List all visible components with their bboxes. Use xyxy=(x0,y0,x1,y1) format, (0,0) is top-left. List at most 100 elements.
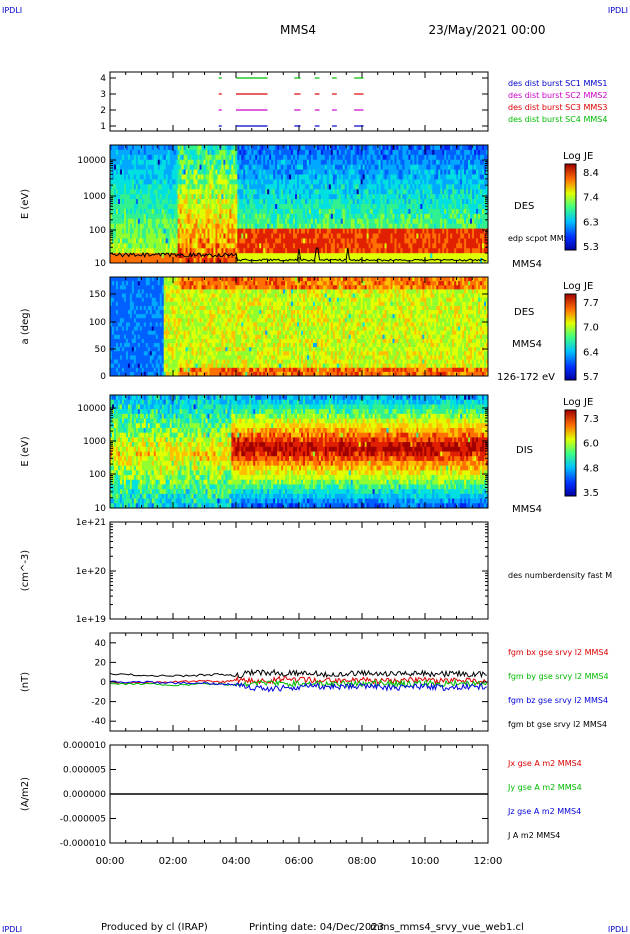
spectrogram-cell xyxy=(143,258,147,264)
spectrogram-cell xyxy=(316,189,320,195)
spectrogram-cell xyxy=(163,238,167,244)
spectrogram-cell xyxy=(265,194,268,200)
spectrogram-cell xyxy=(229,174,232,180)
spectrogram-cell xyxy=(145,204,149,210)
spectrogram-cell xyxy=(171,149,175,156)
spectrogram-cell xyxy=(189,149,192,156)
spectrogram-cell xyxy=(388,174,391,180)
spectrogram-cell xyxy=(289,149,292,156)
spectrogram-cell xyxy=(209,164,212,170)
spectrogram-cell xyxy=(297,145,300,151)
spectrogram-cell xyxy=(384,253,387,259)
spectrogram-cell xyxy=(306,164,310,170)
spectrogram-cell xyxy=(324,258,328,264)
spectrogram-cell xyxy=(147,258,151,264)
spectrogram-cell xyxy=(173,164,177,170)
spectrogram-cell xyxy=(171,213,175,220)
spectrogram-cell xyxy=(364,218,368,225)
spectrogram-cell xyxy=(338,233,342,239)
spectrogram-cell xyxy=(283,223,286,229)
spectrogram-cell xyxy=(314,223,318,229)
spectrogram-cell xyxy=(306,159,310,166)
spectrogram-cell xyxy=(133,179,137,185)
spectrogram-cell xyxy=(127,145,131,151)
spectrogram-cell xyxy=(352,169,356,175)
spectrogram-cell xyxy=(173,204,177,210)
spectrogram-cell xyxy=(223,208,226,215)
spectrogram-cell xyxy=(283,159,286,166)
spectrogram-cell xyxy=(169,204,173,210)
spectrogram-cell xyxy=(350,174,354,180)
spectrogram-cell xyxy=(195,238,198,244)
spectrogram-cell xyxy=(137,179,141,185)
spectrogram-cell xyxy=(287,248,290,254)
spectrogram-cell xyxy=(261,164,264,170)
spectrogram-cell xyxy=(279,154,282,161)
spectrogram-cell xyxy=(312,174,316,180)
spectrogram-cell xyxy=(384,189,387,195)
spectrogram-cell xyxy=(257,184,260,190)
spectrogram-cell xyxy=(191,184,194,190)
spectrogram-cell xyxy=(380,145,383,151)
spectrogram-cell xyxy=(143,248,147,254)
spectrogram-cell xyxy=(153,258,157,264)
spectrogram-cell xyxy=(352,159,356,166)
spectrogram-cell xyxy=(299,218,302,225)
spectrogram-cell xyxy=(277,258,280,264)
spectrogram-cell xyxy=(125,258,129,264)
spectrogram-cell xyxy=(374,189,377,195)
spectrogram-cell xyxy=(306,194,310,200)
spectrogram-cell xyxy=(121,248,125,254)
spectrogram-cell xyxy=(127,199,131,205)
spectrogram-cell xyxy=(324,169,328,175)
spectrogram-cell xyxy=(205,238,208,244)
spectrogram-cell xyxy=(352,243,356,249)
spectrogram-cell xyxy=(378,189,381,195)
spectrogram-cell xyxy=(147,208,151,215)
spectrogram-cell xyxy=(243,213,246,220)
spectrogram-cell xyxy=(223,218,226,225)
spectrogram-cell xyxy=(382,149,385,156)
spectrogram-cell xyxy=(402,154,405,161)
spectrogram-cell xyxy=(229,194,232,200)
spectrogram-cell xyxy=(364,243,368,249)
spectrogram-cell xyxy=(328,213,332,220)
spectrogram-cell xyxy=(177,253,181,259)
spectrogram-cell xyxy=(263,199,266,205)
spectrogram-cell xyxy=(249,189,252,195)
spectrogram-cell xyxy=(297,228,300,234)
spectrogram-cell xyxy=(338,213,342,220)
spectrogram-cell xyxy=(187,204,190,210)
spectrogram-cell xyxy=(211,174,214,180)
spectrogram-cell xyxy=(151,169,155,175)
spectrogram-cell xyxy=(273,194,276,200)
spectrogram-cell xyxy=(119,149,123,156)
spectrogram-cell xyxy=(312,164,316,170)
spectrogram-cell xyxy=(215,174,218,180)
spectrogram-cell xyxy=(173,223,177,229)
spectrogram-cell xyxy=(171,223,175,229)
spectrogram-cell xyxy=(153,159,157,166)
spectrogram-cell xyxy=(362,159,366,166)
spectrogram-cell xyxy=(155,159,159,166)
spectrogram-cell xyxy=(338,169,342,175)
spectrogram-cell xyxy=(277,243,280,249)
spectrogram-cell xyxy=(332,184,336,190)
spectrogram-cell xyxy=(370,218,374,225)
spectrogram-cell xyxy=(119,174,123,180)
spectrogram-cell xyxy=(127,243,131,249)
spectrogram-cell xyxy=(125,248,129,254)
spectrogram-cell xyxy=(376,233,379,239)
spectrogram-cell xyxy=(342,253,346,259)
spectrogram-cell xyxy=(257,213,260,220)
spectrogram-cell xyxy=(133,184,137,190)
spectrogram-cell xyxy=(302,228,306,234)
spectrogram-cell xyxy=(185,233,188,239)
spectrogram-cell xyxy=(129,208,133,215)
spectrogram-cell xyxy=(338,243,342,249)
spectrogram-cell xyxy=(412,145,415,151)
spectrogram-cell xyxy=(219,228,222,234)
spectrogram-cell xyxy=(241,218,244,225)
spectrogram-cell xyxy=(249,223,252,229)
spectrogram-cell xyxy=(159,184,163,190)
